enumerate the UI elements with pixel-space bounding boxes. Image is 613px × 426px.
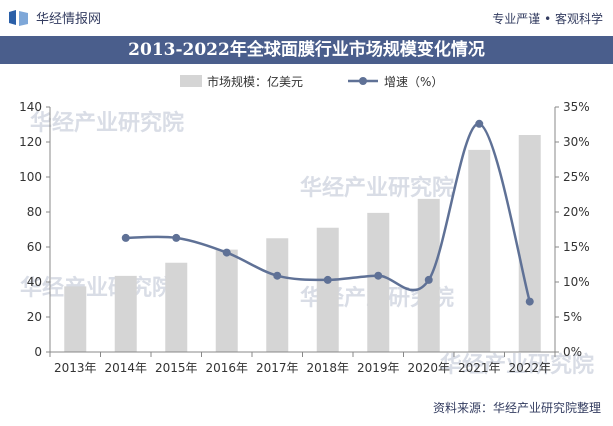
bar-8: [417, 198, 440, 352]
y-right-tick-label: 0%: [563, 345, 582, 359]
x-tick-label: 2021年: [458, 361, 501, 375]
growth-rate-point-9: [525, 297, 534, 306]
bar-7: [367, 212, 390, 352]
growth-rate-point-6: [374, 271, 383, 280]
x-tick-label: 2016年: [205, 361, 248, 375]
x-tick-label: 2015年: [155, 361, 198, 375]
y-left-tick-label: 80: [27, 205, 42, 219]
legend-label-line: 增速（%）: [384, 75, 443, 89]
top-bar: 华经情报网 专业严谨 • 客观科学: [0, 0, 613, 36]
legend-swatch-bar: [180, 75, 202, 87]
bar-1: [64, 286, 87, 352]
legend-swatch-line-marker: [359, 77, 367, 85]
y-left-tick-label: 140: [19, 100, 42, 114]
slogan: 专业严谨 • 客观科学: [492, 12, 603, 26]
y-right-tick-label: 5%: [563, 310, 582, 324]
y-left-tick-label: 100: [19, 170, 42, 184]
bar-2: [114, 275, 137, 352]
growth-rate-point-5: [323, 275, 332, 284]
watermark-text: 华经产业研究院: [440, 352, 594, 378]
bar-6: [316, 227, 339, 352]
x-tick-label: 2022年: [508, 361, 551, 375]
x-tick-label: 2017年: [256, 361, 299, 375]
x-tick-label: 2020年: [407, 361, 450, 375]
y-right-tick-label: 35%: [563, 100, 590, 114]
growth-rate-point-4: [273, 271, 282, 280]
logo-icon: [9, 9, 28, 26]
y-left-tick-label: 40: [27, 275, 42, 289]
y-right-tick-label: 10%: [563, 275, 590, 289]
x-tick-label: 2014年: [104, 361, 147, 375]
growth-rate-point-7: [424, 275, 433, 284]
bar-5: [266, 238, 289, 352]
bar-9: [468, 149, 491, 352]
y-right-tick-label: 25%: [563, 170, 590, 184]
y-left-tick-label: 0: [34, 345, 42, 359]
chart-title: 2013-2022年全球面膜行业市场规模变化情况: [0, 36, 613, 64]
growth-rate-point-8: [475, 119, 484, 128]
y-left-tick-label: 20: [27, 310, 42, 324]
growth-rate-point-1: [121, 233, 130, 242]
brand: 华经情报网: [8, 8, 101, 27]
y-right-tick-label: 20%: [563, 205, 590, 219]
legend-label-bar: 市场规模：亿美元: [207, 74, 303, 89]
bar-10: [518, 135, 541, 352]
watermark-text: 华经产业研究院: [20, 275, 174, 301]
y-left-tick-label: 60: [27, 240, 42, 254]
source-note: 资料来源：华经产业研究院整理: [432, 401, 601, 415]
x-tick-label: 2019年: [357, 361, 400, 375]
watermark-text: 华经产业研究院: [30, 110, 184, 136]
y-left-tick-label: 120: [19, 135, 42, 149]
bar-4: [215, 249, 238, 352]
x-tick-label: 2013年: [54, 361, 97, 375]
y-right-tick-label: 30%: [563, 135, 590, 149]
growth-rate-point-3: [222, 248, 231, 257]
bar-3: [165, 262, 188, 352]
y-right-tick-label: 15%: [563, 240, 590, 254]
growth-rate-point-2: [172, 233, 181, 242]
x-tick-label: 2018年: [306, 361, 349, 375]
brand-name: 华经情报网: [36, 12, 102, 27]
watermark-text: 华经产业研究院: [300, 175, 454, 201]
